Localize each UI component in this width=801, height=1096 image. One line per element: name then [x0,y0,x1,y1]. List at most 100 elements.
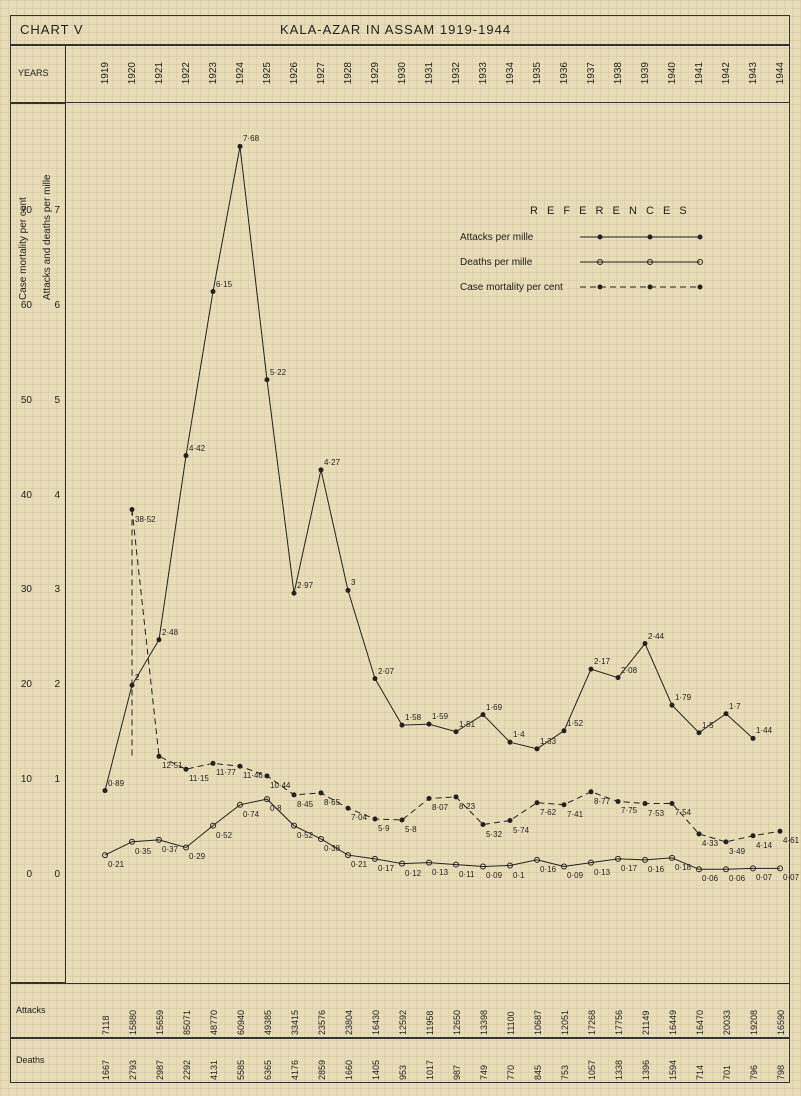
deaths-1: 2793 [128,1044,138,1080]
year-1928: 1928 [343,62,354,84]
year-1936: 1936 [559,62,570,84]
deaths-mille-lbl-15: 0·1 [513,871,525,880]
case-mortality-pt-12 [427,796,432,801]
deaths-mille-lbl-2: 0·37 [162,845,178,854]
attacks-mille-pt-3 [184,453,189,458]
case-mortality-pt-11 [400,817,405,822]
case-mortality-lbl-7: 8·45 [297,800,313,809]
attacks-mille-pt-11 [400,723,405,728]
case-mortality-lbl-11: 5·8 [405,825,417,834]
deaths-mille-lbl-10: 0·17 [378,864,394,873]
attacks-mille-lbl-16: 1·33 [540,737,556,746]
attacks-mille-pt-6 [265,377,270,382]
attacks-19: 17756 [614,990,624,1035]
attacks-mille-lbl-19: 2·08 [621,666,637,675]
deaths-mille-lbl-0: 0·21 [108,860,124,869]
deaths-10: 1405 [371,1044,381,1080]
attacks-9: 23804 [344,990,354,1035]
attacks-23: 20033 [722,990,732,1035]
year-1923: 1923 [208,62,219,84]
deaths-mille-lbl-20: 0·16 [648,865,664,874]
deaths-24: 796 [749,1044,759,1080]
case-mortality-lbl-8: 8·65 [324,798,340,807]
case-mortality-lbl-22: 4·33 [702,839,718,848]
year-1919: 1919 [100,62,111,84]
attacks-mille-pt-13 [454,729,459,734]
deaths-18: 1057 [587,1044,597,1080]
year-1937: 1937 [586,62,597,84]
tick1-20: 20 [12,679,32,690]
case-mortality-pt-23 [724,839,729,844]
case-mortality-pt-13 [454,794,459,799]
year-1944: 1944 [775,62,786,84]
attacks-0: 7118 [101,990,111,1035]
attacks-13: 12650 [452,990,462,1035]
attacks-mille-lbl-13: 1·51 [459,720,475,729]
deaths-19: 1338 [614,1044,624,1080]
case-mortality-pt-4 [211,761,216,766]
deaths-6: 6365 [263,1044,273,1080]
year-1931: 1931 [424,62,435,84]
case-mortality-lbl-19: 7·75 [621,806,637,815]
case-mortality-pt-6 [265,773,270,778]
attacks-mille-lbl-22: 1·5 [702,721,714,730]
attacks-mille-pt-22 [697,730,702,735]
case-mortality-lbl-2: 12·51 [162,761,182,770]
deaths-mille-lbl-9: 0·21 [351,860,367,869]
case-mortality-lbl-5: 11·46 [243,771,263,780]
deaths-mille-lbl-11: 0·12 [405,869,421,878]
attacks-21: 16449 [668,990,678,1035]
case-mortality-lbl-12: 8·07 [432,803,448,812]
case-mortality-lbl-21: 7·54 [675,808,691,817]
year-1939: 1939 [640,62,651,84]
deaths-mille-lbl-1: 0·35 [135,847,151,856]
year-1929: 1929 [370,62,381,84]
attacks-mille-lbl-21: 1·79 [675,693,691,702]
case-mortality-lbl-16: 7·62 [540,808,556,817]
deaths-17: 753 [560,1044,570,1080]
attacks-20: 21149 [641,990,651,1035]
deaths-20: 1396 [641,1044,651,1080]
attacks-mille-pt-8 [319,467,324,472]
case-mortality-pt-25 [778,829,783,834]
deaths-mille-lbl-22: 0·06 [702,874,718,883]
deaths-4: 4131 [209,1044,219,1080]
attacks-3: 85071 [182,990,192,1035]
deaths-mille-lbl-14: 0·09 [486,871,502,880]
deaths-mille-lbl-3: 0·29 [189,852,205,861]
tick1-50: 50 [12,395,32,406]
case-mortality-pt-20 [643,801,648,806]
attacks-mille-pt-24 [751,736,756,741]
deaths-23: 701 [722,1044,732,1080]
attacks-mille-pt-16 [535,746,540,751]
attacks-22: 16470 [695,990,705,1035]
case-mortality-pt-17 [562,802,567,807]
attacks-mille-lbl-15: 1·4 [513,730,525,739]
attacks-mille-lbl-20: 2·44 [648,632,664,641]
deaths-mille-lbl-17: 0·09 [567,871,583,880]
attacks-mille-pt-19 [616,675,621,680]
attacks-8: 23576 [317,990,327,1035]
attacks-2: 15659 [155,990,165,1035]
deaths-mille-lbl-19: 0·17 [621,864,637,873]
tick1-10: 10 [12,774,32,785]
attacks-mille-pt-18 [589,667,594,672]
case-mortality-pt-8 [319,790,324,795]
tick1-30: 30 [12,584,32,595]
attacks-mille-lbl-7: 2·97 [297,581,313,590]
year-1927: 1927 [316,62,327,84]
deaths-mille-lbl-5: 0·74 [243,810,259,819]
attacks-14: 13398 [479,990,489,1035]
deaths-0: 1667 [101,1044,111,1080]
case-mortality-pt-9 [346,806,351,811]
tick2-3: 3 [46,584,60,595]
tick1-40: 40 [12,490,32,501]
attacks-mille-lbl-12: 1·59 [432,712,448,721]
case-mortality-lbl-20: 7·53 [648,809,664,818]
tick2-0: 0 [46,869,60,880]
attacks-17: 12051 [560,990,570,1035]
deaths-3: 2292 [182,1044,192,1080]
attacks-mille-pt-0 [103,788,108,793]
attacks-mille-lbl-14: 1·69 [486,703,502,712]
case-mortality-pt-2 [157,754,162,759]
